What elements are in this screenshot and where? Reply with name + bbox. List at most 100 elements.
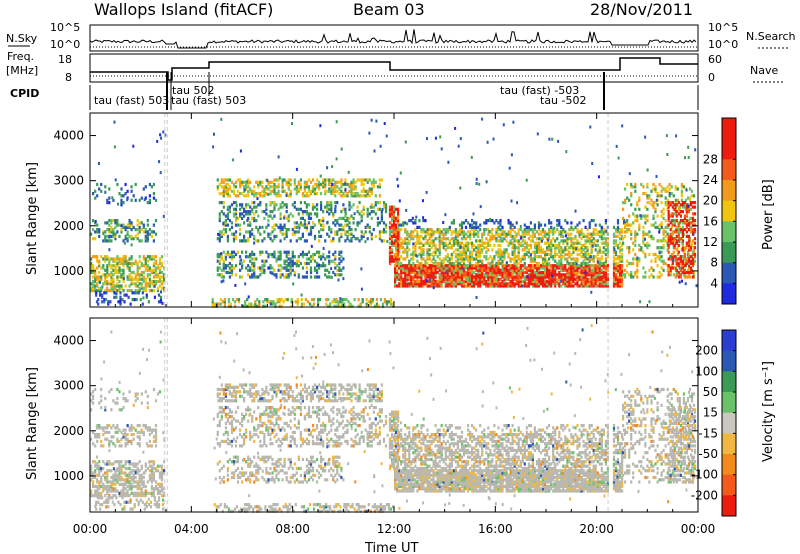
data-cell: [140, 277, 143, 281]
data-cell: [293, 225, 296, 229]
data-cell: [144, 264, 147, 268]
data-cell: [432, 261, 435, 266]
data-cell: [546, 252, 549, 257]
data-cell: [471, 275, 474, 279]
data-cell: [551, 274, 554, 278]
data-cell: [344, 178, 347, 182]
data-cell: [254, 300, 257, 304]
data-cell: [677, 237, 680, 241]
data-cell: [406, 277, 409, 281]
data-cell: [255, 192, 258, 196]
data-cell: [393, 219, 396, 223]
data-cell: [554, 266, 557, 270]
data-cell: [434, 259, 437, 263]
data-cell: [307, 261, 311, 266]
data-cell: [680, 264, 683, 268]
data-cell: [313, 268, 317, 272]
data-cell: [332, 214, 335, 218]
data-cell: [448, 225, 451, 229]
data-cell: [420, 250, 423, 254]
data-cell: [102, 239, 105, 243]
data-cell: [662, 246, 665, 250]
data-cell: [287, 180, 290, 184]
data-cell: [479, 239, 482, 243]
data-cell: [281, 225, 284, 229]
data-cell: [680, 194, 683, 198]
data-cell: [292, 282, 295, 286]
data-cell: [300, 298, 303, 302]
data-cell: [493, 237, 496, 241]
data-cell: [628, 223, 631, 227]
data-cell: [576, 273, 579, 277]
data-cell: [245, 187, 248, 191]
data-cell: [621, 234, 624, 238]
data-cell: [356, 205, 359, 209]
data-cell: [454, 268, 457, 272]
data-cell: [517, 243, 520, 247]
data-cell: [444, 228, 447, 232]
data-cell: [328, 225, 331, 229]
data-cell: [550, 273, 553, 277]
data-cell: [556, 279, 559, 284]
data-cell: [652, 216, 655, 220]
data-cell: [364, 178, 367, 182]
data-cell: [471, 255, 474, 259]
data-cell: [279, 216, 282, 220]
data-cell: [393, 243, 396, 247]
data-cell: [226, 212, 229, 216]
data-cell: [559, 279, 562, 283]
data-cell: [535, 282, 539, 286]
data-cell: [311, 221, 315, 225]
data-cell: [674, 275, 677, 279]
data-cell: [462, 232, 466, 236]
data-cell: [491, 268, 494, 272]
data-cell: [287, 264, 290, 268]
data-cell: [501, 270, 504, 275]
data-cell: [462, 230, 466, 234]
data-cell: [280, 304, 283, 308]
data-cell: [442, 261, 445, 266]
data-cell: [460, 241, 464, 245]
data-cell: [572, 279, 575, 284]
data-cell: [554, 239, 557, 243]
data-cell: [241, 216, 244, 220]
data-cell: [124, 228, 127, 232]
data-cell: [239, 255, 242, 259]
data-cell: [92, 228, 95, 232]
data-cell: [462, 267, 465, 271]
data-cell: [552, 257, 555, 261]
data-cell: [493, 257, 496, 261]
data-cell: [444, 264, 447, 268]
data-cell: [299, 221, 302, 225]
data-cell: [515, 232, 518, 236]
data-cell: [375, 304, 378, 308]
data-cell: [493, 221, 496, 225]
data-cell: [291, 214, 294, 218]
data-cell: [598, 257, 601, 261]
data-cell: [685, 259, 688, 263]
data-cell: [619, 255, 622, 259]
data-cell: [499, 239, 502, 243]
data-cell: [298, 226, 301, 230]
data-cell: [232, 192, 236, 196]
data-cell: [116, 282, 119, 286]
data-cell: [255, 225, 258, 229]
data-cell: [158, 266, 162, 270]
data-cell: [537, 250, 541, 254]
data-cell: [693, 212, 697, 216]
data-cell: [398, 284, 401, 288]
data-cell: [683, 268, 686, 272]
data-cell: [96, 289, 99, 293]
data-cell: [626, 228, 629, 232]
data-cell: [98, 494, 101, 498]
data-cell: [541, 250, 545, 254]
data-cell: [560, 275, 563, 279]
data-cell: [343, 298, 346, 302]
data-cell: [666, 248, 669, 252]
data-cell: [384, 223, 388, 227]
data-cell: [366, 192, 369, 196]
data-cell: [144, 279, 147, 284]
data-cell: [523, 275, 526, 279]
data-cell: [406, 243, 409, 247]
data-cell: [491, 282, 494, 286]
